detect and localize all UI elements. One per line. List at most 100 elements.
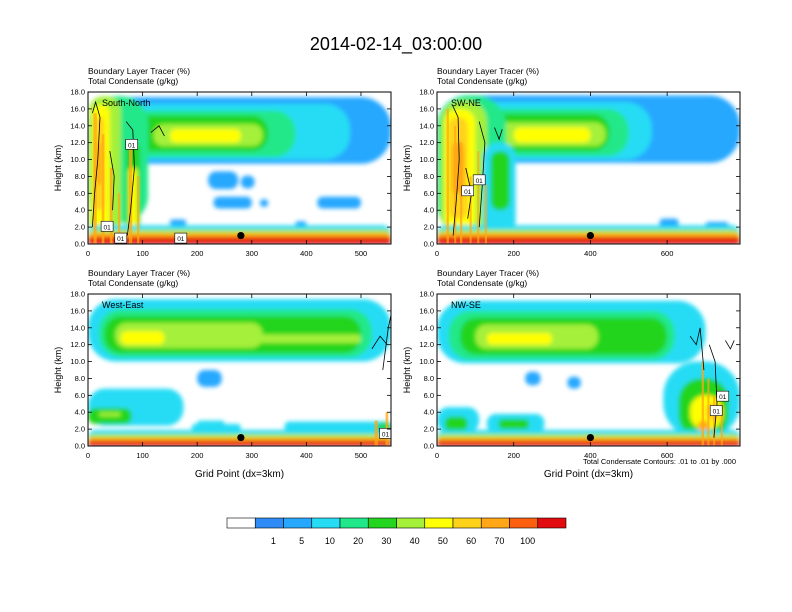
plot-frame bbox=[436, 91, 741, 245]
y-tick-label: 18.0 bbox=[419, 290, 434, 299]
y-tick-label: 6.0 bbox=[75, 391, 85, 400]
contour-label-1: 01 bbox=[716, 390, 730, 402]
y-tick-label: 10.0 bbox=[419, 357, 434, 366]
field-region-11 bbox=[191, 424, 241, 431]
y-tick-label: 14.0 bbox=[419, 121, 434, 130]
contour-label-1: 01 bbox=[379, 428, 391, 439]
convective-column-4 bbox=[720, 403, 723, 446]
panel-title-line1: Boundary Layer Tracer (%) bbox=[437, 66, 539, 76]
colorbar-label: 30 bbox=[381, 536, 391, 546]
colorbar-label: 5 bbox=[299, 536, 304, 546]
x-tick-label: 300 bbox=[246, 249, 259, 258]
convective-column-2 bbox=[454, 125, 457, 244]
contour-label-text: 01 bbox=[719, 394, 727, 401]
panel-title-line2: Total Condensate (g/kg) bbox=[437, 278, 527, 288]
condensate-contour-4 bbox=[109, 151, 115, 211]
field-region-6 bbox=[251, 334, 361, 343]
field-region-19 bbox=[437, 237, 740, 244]
field-region-15 bbox=[240, 175, 255, 189]
x-axis-label: Grid Point (dx=3km) bbox=[544, 469, 633, 480]
y-tick-label: 4.0 bbox=[424, 206, 434, 215]
contour-label-text: 01 bbox=[177, 236, 185, 243]
x-tick-label: 500 bbox=[355, 451, 368, 460]
x-tick-label: 400 bbox=[584, 249, 597, 258]
field-region-14 bbox=[197, 370, 222, 387]
y-tick-label: 6.0 bbox=[424, 189, 434, 198]
field-region-11 bbox=[498, 418, 530, 430]
condensate-contour-2 bbox=[708, 344, 718, 438]
contour-label-1: 01 bbox=[472, 174, 486, 186]
colorbar-label: 60 bbox=[466, 536, 476, 546]
x-tick-label: 100 bbox=[136, 249, 149, 258]
colorbar-label: 50 bbox=[438, 536, 448, 546]
colorbar-label: 20 bbox=[353, 536, 363, 546]
field-layer: 01 01 bbox=[437, 95, 740, 244]
y-tick-label: 12.0 bbox=[419, 138, 434, 147]
contour-label-2: 01 bbox=[709, 405, 723, 416]
x-tick-label: 0 bbox=[435, 451, 439, 460]
field-region-9 bbox=[98, 412, 121, 417]
x-tick-label: 0 bbox=[86, 451, 90, 460]
y-tick-label: 12.0 bbox=[70, 138, 85, 147]
condensate-contour-1 bbox=[92, 100, 101, 228]
x-tick-label: 0 bbox=[86, 249, 90, 258]
convective-column-4 bbox=[118, 193, 121, 244]
y-tick-label: 18.0 bbox=[70, 290, 85, 299]
panel-title-line1: Boundary Layer Tracer (%) bbox=[88, 66, 190, 76]
y-tick-label: 12.0 bbox=[70, 340, 85, 349]
convective-column-3 bbox=[713, 395, 716, 446]
condensate-contour-3 bbox=[150, 125, 165, 137]
y-tick-label: 14.0 bbox=[70, 121, 85, 130]
panel-2: 01 01 0 200 400 600 0.0 2.0 4.0 6.0 8.0 10.0 12.0 14.… bbox=[402, 66, 741, 258]
y-axis-label: Height (km) bbox=[402, 347, 412, 394]
contour-label-box bbox=[461, 185, 474, 197]
location-marker bbox=[586, 433, 595, 442]
field-region-9 bbox=[444, 416, 468, 431]
condensate-contour-2 bbox=[478, 121, 486, 228]
contour-label-box bbox=[472, 174, 486, 186]
field-region-17 bbox=[259, 199, 269, 207]
x-tick-label: 500 bbox=[355, 249, 368, 258]
x-tick-label: 600 bbox=[661, 249, 674, 258]
y-tick-label: 18.0 bbox=[419, 88, 434, 97]
field-region-19 bbox=[169, 219, 187, 226]
condensate-contour-2 bbox=[125, 121, 135, 236]
y-tick-label: 6.0 bbox=[424, 391, 434, 400]
convective-column-3 bbox=[109, 168, 113, 244]
field-region-5 bbox=[120, 331, 165, 345]
contour-label-box bbox=[174, 232, 188, 244]
contour-label-text: 01 bbox=[128, 142, 136, 149]
x-tick-label: 200 bbox=[191, 249, 204, 258]
convective-column-4 bbox=[469, 176, 472, 244]
field-layer: 01 01 01 01 bbox=[88, 96, 391, 244]
y-tick-label: 8.0 bbox=[75, 172, 85, 181]
contour-label-box bbox=[379, 428, 391, 439]
convective-column-5 bbox=[128, 142, 133, 244]
contour-label-box bbox=[114, 232, 128, 244]
colorbar-swatch-6 bbox=[367, 517, 397, 529]
colorbar-swatch-8 bbox=[424, 517, 454, 529]
x-tick-label: 400 bbox=[300, 249, 313, 258]
panel-title-line2: Total Condensate (g/kg) bbox=[437, 76, 527, 86]
panel-title-line1: Boundary Layer Tracer (%) bbox=[437, 268, 539, 278]
colorbar-label: 40 bbox=[410, 536, 420, 546]
contour-label-box bbox=[709, 405, 723, 416]
y-tick-label: 18.0 bbox=[70, 88, 85, 97]
field-region-13 bbox=[490, 151, 510, 211]
contour-label-3: 01 bbox=[114, 232, 128, 244]
location-marker bbox=[237, 231, 245, 240]
condensate-contour-3 bbox=[494, 127, 503, 141]
field-region-14 bbox=[208, 171, 239, 190]
x-tick-label: 400 bbox=[584, 451, 597, 460]
x-tick-label: 300 bbox=[246, 451, 259, 460]
field-region-11 bbox=[96, 142, 102, 185]
y-tick-label: 10.0 bbox=[70, 357, 85, 366]
panel-label: SW-NE bbox=[451, 98, 481, 108]
colorbar-swatch-7 bbox=[396, 517, 426, 529]
field-layer: 01 bbox=[88, 299, 391, 446]
colorbar-swatch-5 bbox=[339, 517, 369, 529]
y-axis-label: Height (km) bbox=[53, 145, 63, 192]
field-region-24 bbox=[88, 237, 391, 244]
x-tick-label: 100 bbox=[136, 451, 149, 460]
